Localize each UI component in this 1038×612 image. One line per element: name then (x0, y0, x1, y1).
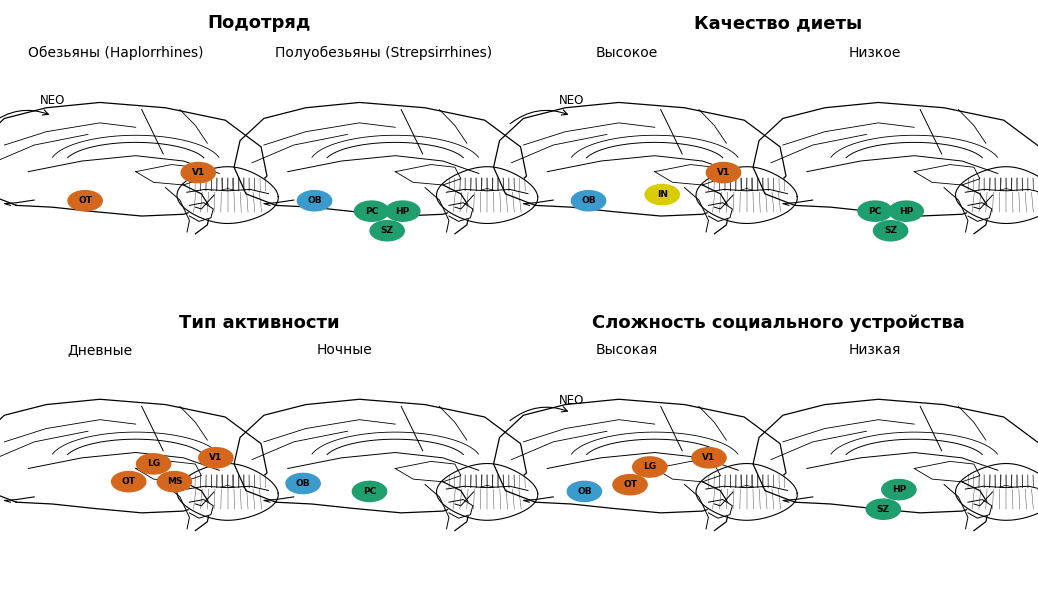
Text: SZ: SZ (877, 505, 890, 513)
Polygon shape (0, 399, 267, 513)
Polygon shape (708, 203, 733, 222)
Text: Полуобезьяны (Strepsirrhines): Полуобезьяны (Strepsirrhines) (275, 46, 492, 60)
Text: Подотряд: Подотряд (208, 14, 311, 32)
Polygon shape (956, 463, 1038, 520)
Circle shape (706, 162, 740, 182)
Polygon shape (189, 499, 214, 518)
Polygon shape (708, 499, 733, 518)
Text: HP: HP (395, 207, 410, 215)
Polygon shape (754, 102, 1038, 216)
Polygon shape (754, 399, 1038, 513)
Text: Высокая: Высокая (596, 343, 658, 357)
Text: SZ: SZ (381, 226, 393, 235)
Text: V1: V1 (703, 453, 715, 462)
Text: V1: V1 (210, 453, 222, 462)
Circle shape (881, 480, 916, 499)
Circle shape (354, 201, 388, 221)
Polygon shape (448, 499, 473, 518)
Text: Обезьяны (Haplorrhines): Обезьяны (Haplorrhines) (28, 46, 203, 60)
Text: OT: OT (78, 196, 92, 205)
Text: SZ: SZ (884, 226, 897, 235)
Polygon shape (494, 102, 786, 216)
Circle shape (285, 474, 320, 493)
Text: MS: MS (167, 477, 182, 486)
Polygon shape (696, 463, 797, 520)
Text: V1: V1 (717, 168, 730, 177)
Text: Ночные: Ночные (317, 343, 373, 357)
Polygon shape (234, 399, 526, 513)
Circle shape (198, 448, 233, 468)
Text: NEO: NEO (558, 94, 583, 108)
Circle shape (873, 220, 907, 241)
Text: OT: OT (623, 480, 637, 489)
Polygon shape (696, 166, 797, 223)
Text: HP: HP (899, 207, 913, 215)
Circle shape (692, 448, 727, 468)
Polygon shape (967, 203, 991, 222)
Circle shape (866, 499, 900, 519)
Polygon shape (189, 203, 214, 222)
Circle shape (136, 454, 170, 474)
Text: Высокое: Высокое (596, 46, 658, 60)
Circle shape (567, 481, 601, 502)
Circle shape (571, 190, 605, 211)
Text: Качество диеты: Качество диеты (694, 14, 863, 32)
Circle shape (633, 457, 666, 477)
Circle shape (181, 162, 216, 182)
Text: LG: LG (147, 460, 160, 468)
Circle shape (370, 220, 404, 241)
Text: Низкое: Низкое (849, 46, 901, 60)
Circle shape (69, 190, 102, 211)
Circle shape (889, 201, 924, 221)
Text: OB: OB (296, 479, 310, 488)
Circle shape (158, 471, 192, 492)
Text: Тип активности: Тип активности (180, 314, 339, 332)
Text: Дневные: Дневные (67, 343, 133, 357)
Text: NEO: NEO (558, 394, 583, 408)
Text: V1: V1 (192, 168, 204, 177)
Text: LG: LG (644, 463, 656, 471)
Circle shape (612, 475, 648, 494)
Polygon shape (437, 463, 538, 520)
Circle shape (352, 481, 386, 502)
Text: PC: PC (363, 487, 376, 496)
Text: OB: OB (577, 487, 592, 496)
Text: HP: HP (892, 485, 906, 494)
Text: PC: PC (869, 207, 881, 215)
Circle shape (386, 201, 419, 221)
Polygon shape (0, 102, 267, 216)
Polygon shape (494, 399, 786, 513)
Polygon shape (177, 166, 278, 223)
Text: PC: PC (365, 207, 378, 215)
Polygon shape (448, 203, 473, 222)
Text: OB: OB (307, 196, 322, 205)
Circle shape (111, 471, 145, 492)
Text: Низкая: Низкая (849, 343, 901, 357)
Text: Сложность социального устройства: Сложность социального устройства (592, 314, 965, 332)
Text: OT: OT (121, 477, 136, 486)
Polygon shape (956, 166, 1038, 223)
Polygon shape (437, 166, 538, 223)
Polygon shape (234, 102, 526, 216)
Polygon shape (177, 463, 278, 520)
Text: IN: IN (657, 190, 667, 199)
Circle shape (857, 201, 892, 221)
Text: OB: OB (581, 196, 596, 205)
Circle shape (646, 184, 679, 204)
Text: NEO: NEO (39, 94, 64, 108)
Circle shape (297, 190, 332, 211)
Polygon shape (967, 499, 991, 518)
